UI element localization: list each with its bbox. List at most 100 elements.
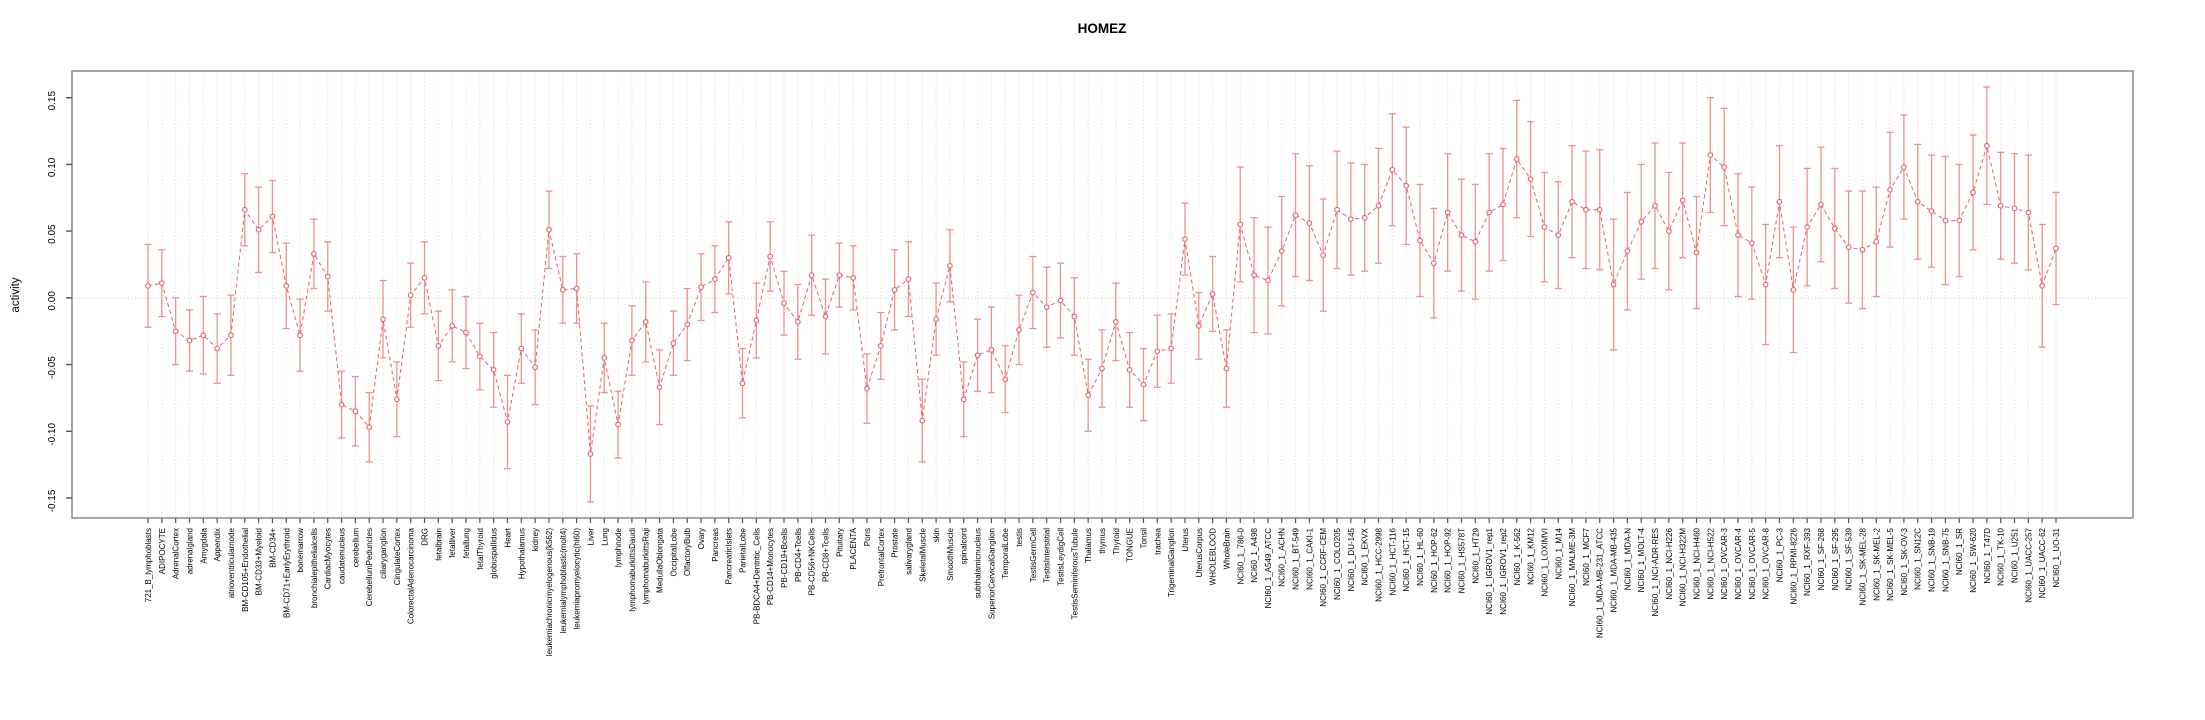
x-tick-label: globuspallidus bbox=[490, 528, 499, 579]
y-tick-label: -0.05 bbox=[47, 356, 58, 379]
data-point bbox=[172, 328, 179, 335]
data-point bbox=[1679, 197, 1686, 204]
x-tick-label: caudatenucleus bbox=[338, 528, 347, 584]
x-tick-label: PancreaticIslets bbox=[725, 528, 734, 584]
x-tick-label: leukemialymphoblastic(molt4) bbox=[559, 528, 568, 634]
data-point bbox=[1914, 198, 1921, 205]
data-point bbox=[1030, 289, 1036, 296]
x-tick-label: WholeBrain bbox=[1222, 528, 1231, 569]
x-tick-label: NCI60_1_MDA-MB-231_ATCC bbox=[1596, 528, 1605, 638]
x-tick-label: TestisLeydigCell bbox=[1057, 528, 1066, 586]
data-point bbox=[753, 317, 760, 324]
data-point bbox=[1928, 208, 1935, 214]
x-tick-label: NCI60_1_HCT-15 bbox=[1402, 527, 1411, 591]
data-point bbox=[1707, 152, 1714, 158]
data-point bbox=[1721, 164, 1728, 170]
data-point bbox=[1569, 198, 1575, 205]
x-tick-label: fetalliver bbox=[448, 528, 457, 558]
x-tick-label: Uterus bbox=[1181, 528, 1190, 552]
data-point bbox=[1112, 319, 1119, 325]
x-tick-label: Appendix bbox=[213, 528, 222, 561]
data-point bbox=[1486, 209, 1492, 216]
data-point bbox=[1417, 237, 1423, 244]
data-point bbox=[1168, 345, 1174, 352]
data-point bbox=[1403, 182, 1410, 189]
data-point bbox=[960, 396, 967, 403]
x-tick-label: ADIPOCYTE bbox=[158, 528, 167, 574]
data-point bbox=[1762, 281, 1769, 288]
x-tick-label: NCI60_1_BT-549 bbox=[1292, 527, 1301, 589]
x-tick-label: NCI60_1_NCI-H322M bbox=[1679, 528, 1688, 607]
x-tick-label: NCI60_1_HOP-62 bbox=[1430, 527, 1439, 592]
data-point bbox=[587, 451, 594, 457]
data-point bbox=[1043, 304, 1050, 311]
x-tick-label: OlfactoryBulb bbox=[683, 527, 692, 576]
x-tick-label: Thalamus bbox=[1084, 528, 1093, 563]
data-point bbox=[1513, 156, 1520, 162]
data-point bbox=[1126, 367, 1133, 373]
data-point bbox=[1500, 201, 1506, 208]
data-point bbox=[1887, 186, 1893, 193]
data-point bbox=[1320, 252, 1327, 258]
x-tick-label: Tonsil bbox=[1139, 528, 1148, 549]
x-tick-label: CingulateCortex bbox=[393, 528, 402, 585]
y-axis-label: activity bbox=[10, 277, 22, 312]
data-point bbox=[435, 343, 442, 349]
x-tick-label: TestisInterstitial bbox=[1043, 528, 1052, 583]
x-tick-label: NCI60_1_MCF7 bbox=[1582, 527, 1591, 585]
x-tick-label: PB-CD14+Monocytes bbox=[766, 528, 775, 605]
x-tick-label: NCI60_1_RPMI-8226 bbox=[1789, 527, 1798, 604]
x-tick-label: NCI60_1_SK-MEL-2 bbox=[1872, 527, 1881, 600]
x-tick-label: NCI60_1_786-0 bbox=[1236, 527, 1245, 584]
x-tick-label: NCI60_1_NCI-ADR-RES bbox=[1651, 528, 1660, 616]
plot-area: -0.15 -0.10 -0.05 0.00 0.05 0.10 0.15 721_B_lym… bbox=[47, 70, 2134, 656]
data-point bbox=[297, 332, 303, 339]
data-point bbox=[158, 280, 165, 287]
data-point bbox=[1265, 277, 1271, 284]
data-point bbox=[1209, 290, 1216, 297]
data-point bbox=[822, 313, 829, 320]
data-points bbox=[145, 142, 2059, 457]
data-point bbox=[311, 250, 317, 257]
x-tick-label: NCI60_1_OVCAR-8 bbox=[1762, 527, 1771, 599]
x-tick-label: BM-CD34+ bbox=[268, 528, 277, 568]
x-tick-label: NCI60_1_U251 bbox=[2011, 527, 2020, 583]
data-point bbox=[615, 421, 621, 428]
data-point bbox=[1735, 232, 1741, 238]
chart-title: HOMEZ bbox=[1078, 21, 1127, 36]
data-point bbox=[1430, 260, 1437, 266]
x-tick-label: cerebellum bbox=[351, 528, 360, 567]
data-point bbox=[781, 300, 787, 307]
x-tick-label: NCI60_1_EKVX bbox=[1361, 527, 1370, 585]
x-tick-label: Lung bbox=[600, 528, 609, 546]
x-tick-label: NCI60_1_MDA-N bbox=[1623, 528, 1632, 590]
x-tick-label: Hypothalamus bbox=[517, 528, 526, 579]
x-tick-label: trachea bbox=[1153, 527, 1162, 554]
data-point bbox=[2025, 209, 2032, 216]
data-point bbox=[421, 274, 428, 281]
x-tick-label: NCI60_1_M14 bbox=[1554, 527, 1563, 579]
y-tick-label: 0.10 bbox=[47, 157, 58, 177]
x-tick-label: NCI60_1_SK-MEL-28 bbox=[1858, 527, 1867, 605]
x-tick-label: BM-CD71+EarlyErythroid bbox=[282, 528, 291, 618]
x-tick-label: NCI60_1_NCI-H460 bbox=[1693, 527, 1702, 599]
data-point bbox=[1527, 176, 1534, 182]
data-point bbox=[1583, 206, 1589, 213]
x-tick-label: NCI60_1_SK-MEL-5 bbox=[1886, 527, 1895, 600]
data-point bbox=[1237, 221, 1244, 228]
data-point bbox=[1997, 202, 2004, 209]
x-axis: 721_B_lymphoblasts ADIPOCYTE AdrenalCortex… bbox=[144, 518, 2061, 656]
data-point bbox=[1873, 238, 1880, 245]
data-point bbox=[1085, 392, 1092, 399]
x-tick-label: CerebellumPeduncles bbox=[365, 528, 374, 606]
data-point bbox=[1099, 365, 1105, 372]
error-bars bbox=[144, 86, 2060, 503]
data-point bbox=[1472, 238, 1479, 245]
data-point bbox=[1016, 327, 1022, 333]
data-point bbox=[1790, 286, 1797, 293]
data-point bbox=[1638, 218, 1645, 225]
x-tick-label: OccipitalLobe bbox=[669, 527, 678, 576]
data-point bbox=[1444, 209, 1451, 216]
data-point bbox=[269, 213, 276, 220]
x-tick-label: Thyroid bbox=[1112, 528, 1121, 555]
